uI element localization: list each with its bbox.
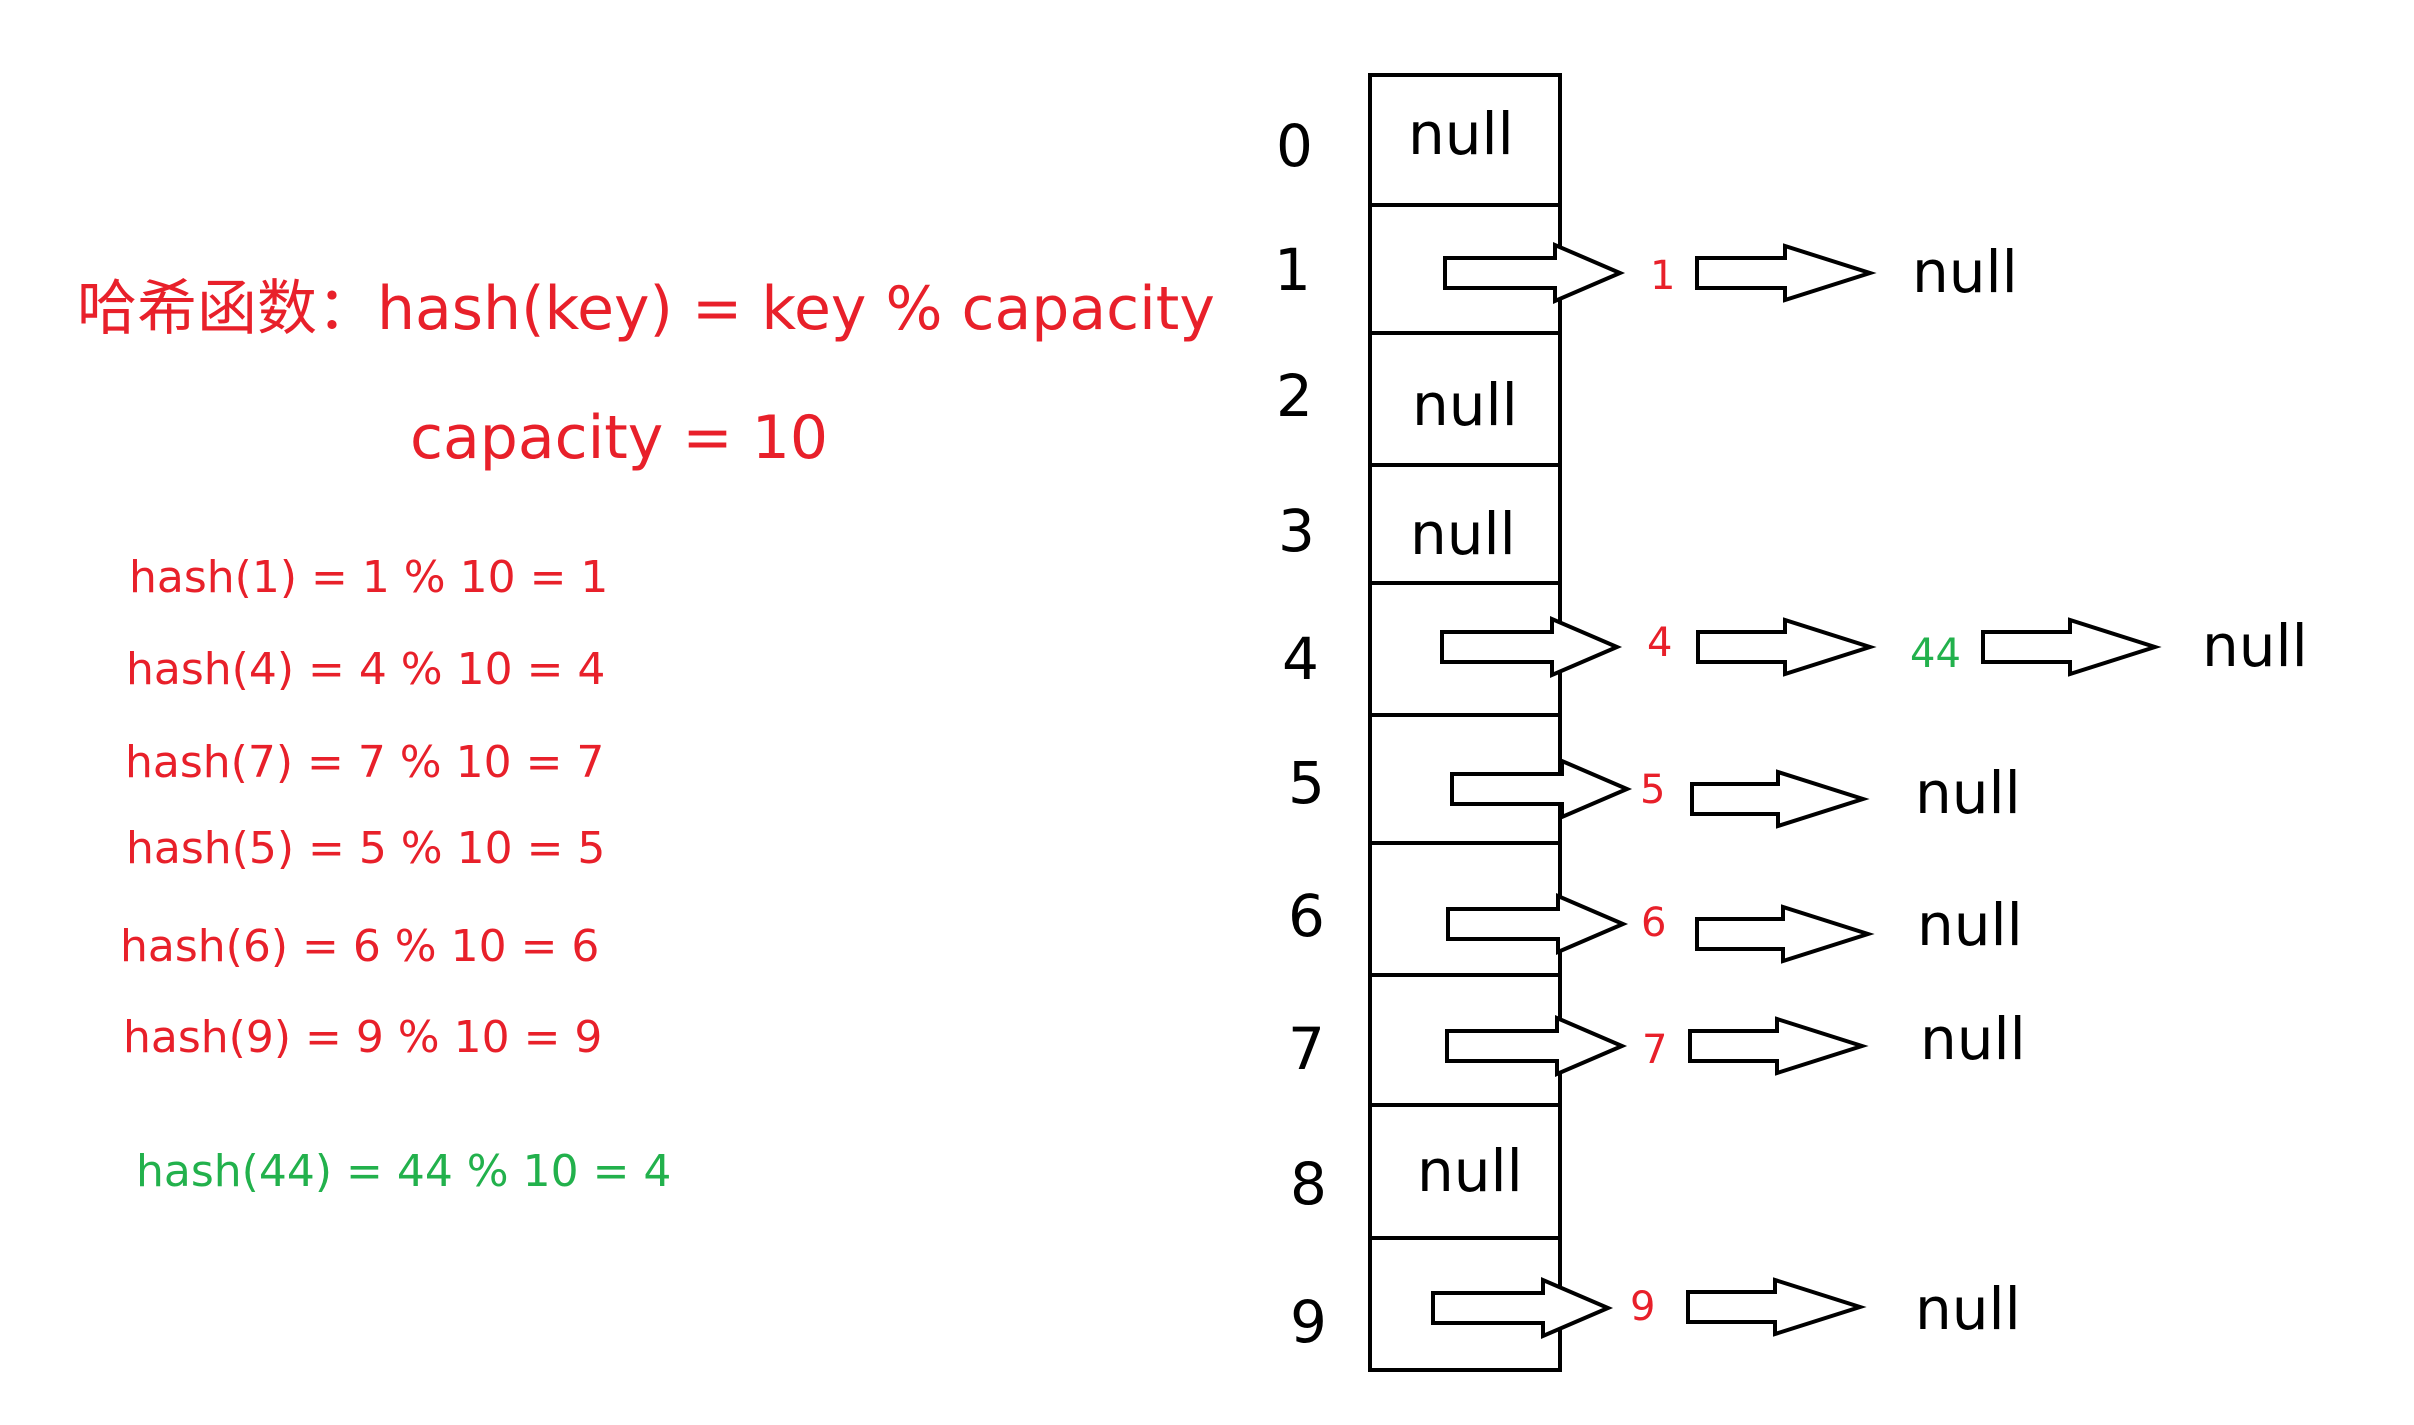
arrow-node7-to-null: [1688, 1016, 1869, 1076]
node-4: 4: [1647, 620, 1673, 666]
arrow-node5-to-null: [1690, 769, 1870, 829]
arrow-slot1-to-node: [1443, 241, 1626, 305]
node-44: 44: [1910, 631, 1961, 677]
node-7: 7: [1642, 1027, 1668, 1073]
calc-hash-9: hash(9) = 9 % 10 = 9: [123, 1012, 603, 1063]
chain-1-null: null: [1912, 238, 2018, 306]
index-label-6: 6: [1288, 882, 1325, 950]
slot-0-null: null: [1408, 100, 1514, 168]
calc-hash-1: hash(1) = 1 % 10 = 1: [129, 552, 609, 603]
calc-hash-4: hash(4) = 4 % 10 = 4: [126, 644, 606, 695]
chain-7-null: null: [1920, 1005, 2026, 1073]
arrow-slot7-to-node: [1445, 1014, 1628, 1078]
chain-4-null: null: [2202, 612, 2308, 680]
arrow-node1-to-null: [1695, 243, 1877, 303]
calc-hash-5: hash(5) = 5 % 10 = 5: [126, 823, 606, 874]
index-label-3: 3: [1278, 497, 1315, 565]
index-label-7: 7: [1288, 1015, 1325, 1083]
slot-2-null: null: [1412, 371, 1518, 439]
table-outline: [1368, 73, 1562, 1372]
node-9: 9: [1630, 1284, 1656, 1330]
node-1: 1: [1650, 253, 1676, 299]
index-label-0: 0: [1276, 112, 1313, 180]
chain-5-null: null: [1915, 759, 2021, 827]
arrow-node9-to-null: [1686, 1277, 1867, 1337]
arrow-slot6-to-node: [1446, 892, 1629, 956]
node-5: 5: [1640, 767, 1666, 813]
index-label-2: 2: [1276, 362, 1313, 430]
hash-function-title: 哈希函数：hash(key) = key % capacity: [77, 274, 1215, 344]
index-label-5: 5: [1288, 749, 1325, 817]
capacity-label: capacity = 10: [410, 403, 829, 473]
chain-9-null: null: [1915, 1275, 2021, 1343]
arrow-node44-to-null: [1981, 617, 2162, 677]
calc-hash-7: hash(7) = 7 % 10 = 7: [125, 737, 605, 788]
arrow-node4-to-node44: [1696, 617, 1877, 677]
arrow-slot5-to-node: [1450, 757, 1633, 821]
slot-8-null: null: [1417, 1137, 1523, 1205]
arrow-node6-to-null: [1695, 904, 1875, 964]
index-label-4: 4: [1282, 625, 1319, 693]
calc-hash-6: hash(6) = 6 % 10 = 6: [120, 921, 600, 972]
arrow-slot9-to-node: [1431, 1276, 1614, 1340]
slot-3-null: null: [1410, 500, 1516, 568]
index-label-8: 8: [1290, 1150, 1327, 1218]
calc-hash-44: hash(44) = 44 % 10 = 4: [136, 1146, 672, 1197]
node-6: 6: [1641, 900, 1667, 946]
arrow-slot4-to-node: [1440, 615, 1623, 679]
index-label-1: 1: [1274, 236, 1311, 304]
index-label-9: 9: [1290, 1288, 1327, 1356]
chain-6-null: null: [1917, 891, 2023, 959]
